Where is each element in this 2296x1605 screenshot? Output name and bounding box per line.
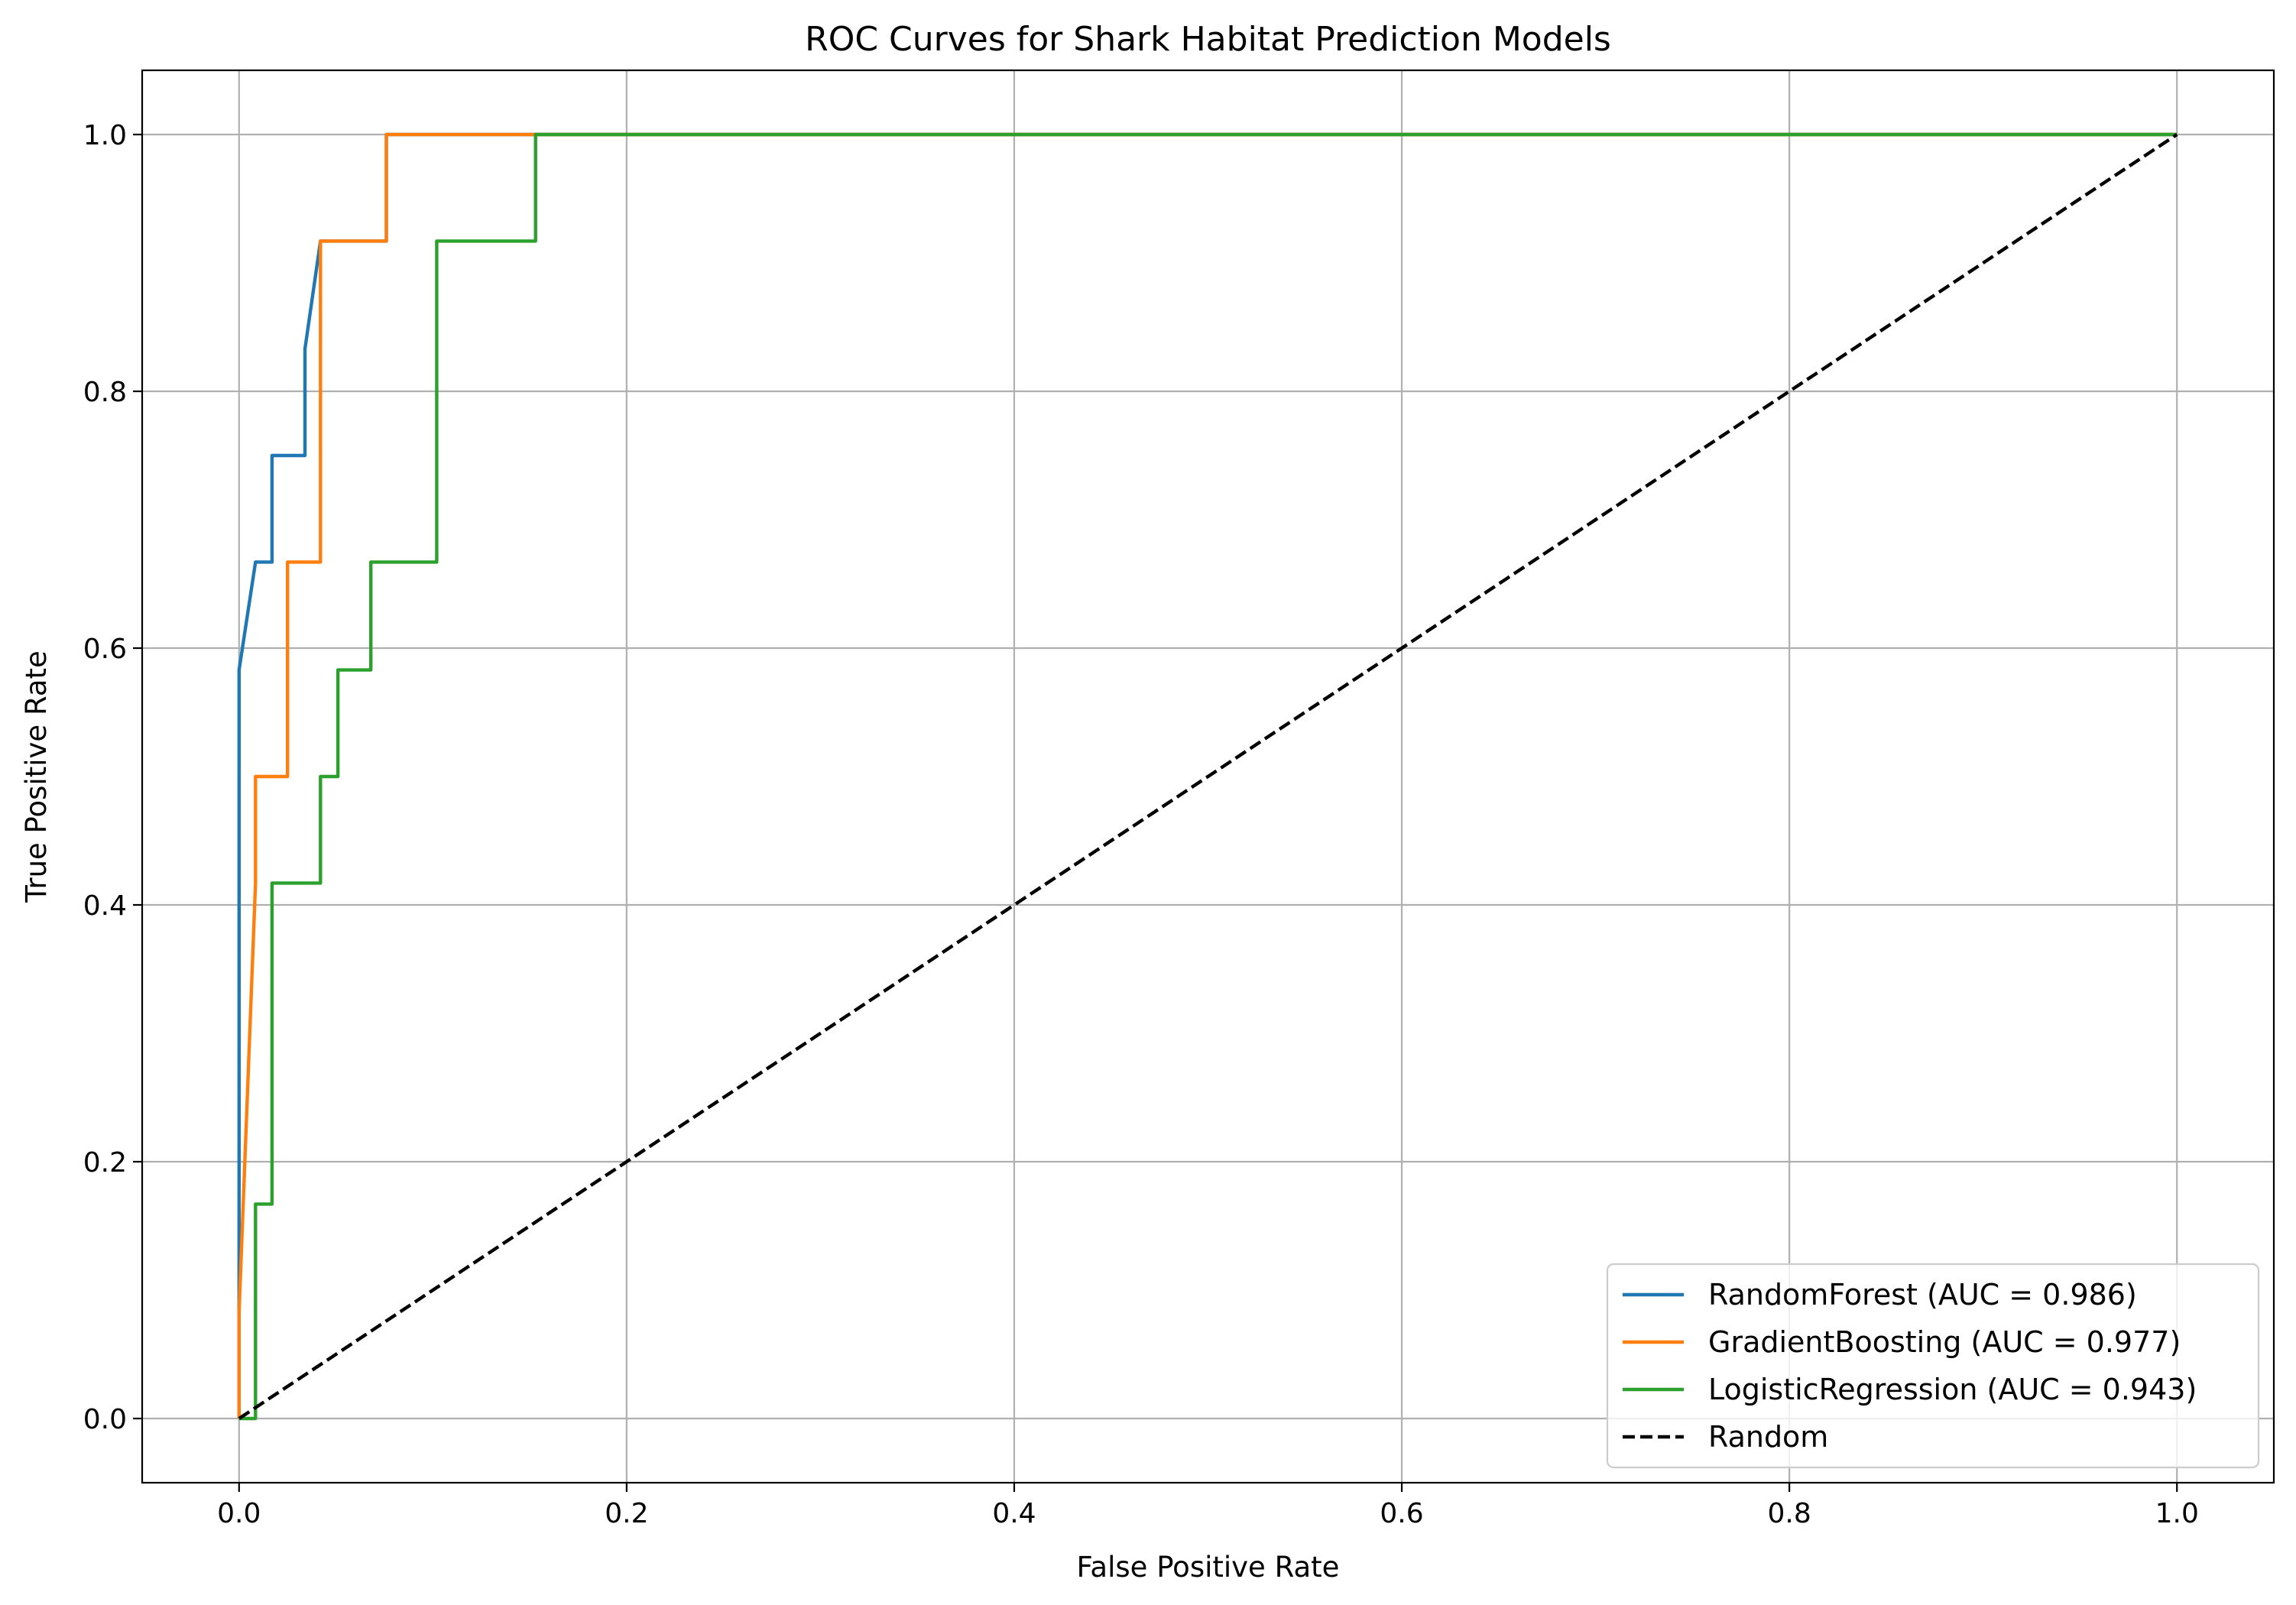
y-tick-label: 0.6 <box>83 634 127 665</box>
series-line-1 <box>237 132 2178 1419</box>
series-line-2 <box>238 132 2178 1421</box>
x-tick-label: 0.4 <box>992 1498 1036 1529</box>
y-tick-label: 1.0 <box>83 120 127 151</box>
x-axis-label: False Positive Rate <box>1077 1551 1340 1584</box>
legend: RandomForest (AUC = 0.986) GradientBoosti… <box>1606 1263 2260 1469</box>
x-tick-label: 1.0 <box>2155 1498 2199 1529</box>
y-axis-label: True Positive Rate <box>20 650 53 903</box>
chart-title: ROC Curves for Shark Habitat Prediction … <box>805 20 1611 59</box>
x-tick-label: 0.0 <box>217 1498 261 1529</box>
y-tick-label: 0.8 <box>83 377 127 408</box>
legend-label-1: GradientBoosting (AUC = 0.977) <box>1708 1325 2181 1359</box>
legend-label-3: Random <box>1708 1420 1828 1454</box>
series-line-3 <box>238 133 2178 1420</box>
y-tick-label: 0.2 <box>83 1147 127 1179</box>
x-tick-label: 0.2 <box>605 1498 648 1529</box>
legend-box <box>1606 1263 2260 1469</box>
y-tick-label: 0.0 <box>83 1404 127 1435</box>
axes-frame <box>141 69 2275 1484</box>
y-tick-label: 0.4 <box>83 890 127 922</box>
axis-ticks: 0.0 0.2 0.4 0.6 0.8 1.0 0.0 0.2 0.4 0.6 0.8 1.0 <box>83 120 2199 1529</box>
legend-label-0: RandomForest (AUC = 0.986) <box>1708 1278 2137 1312</box>
legend-label-2: LogisticRegression (AUC = 0.943) <box>1708 1373 2197 1406</box>
x-tick-label: 0.8 <box>1768 1498 1811 1529</box>
series-layer <box>237 132 2178 1421</box>
x-tick-label: 0.6 <box>1380 1498 1423 1529</box>
